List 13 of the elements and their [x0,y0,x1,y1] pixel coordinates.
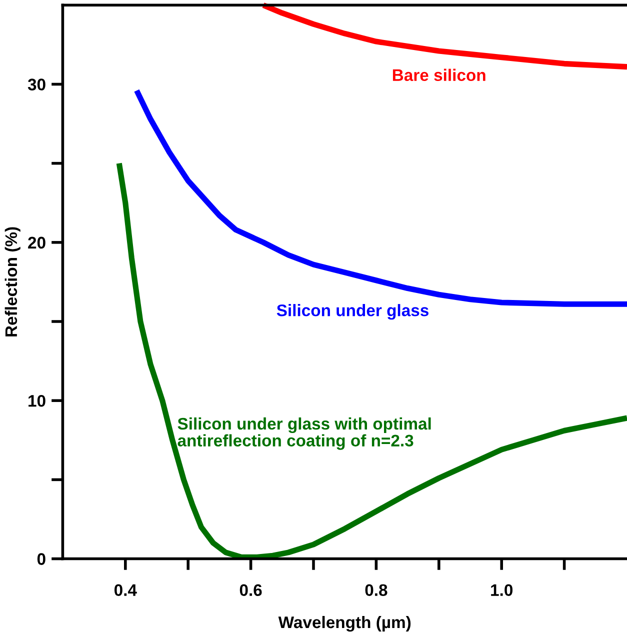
x-tick-label: 0.6 [240,584,262,596]
series-label: Bare silicon [392,68,486,82]
y-tick-label: 10 [28,394,46,407]
x-tick-label: 0.4 [114,584,137,596]
series-label: Silicon under glass with optimal antireflection coating of n=2.3 [178,417,431,450]
x-tick-label: 0.8 [365,584,388,596]
y-tick-label: 30 [28,78,46,90]
y-tick-label: 0 [37,553,46,565]
x-tick-label: 1.0 [491,584,512,596]
series-label: Silicon under glass [276,304,428,320]
y-tick-label: 20 [28,236,46,249]
y-axis-title: Reflection (%) [4,227,20,336]
x-axis-title: Wavelength (µm) [278,616,411,632]
